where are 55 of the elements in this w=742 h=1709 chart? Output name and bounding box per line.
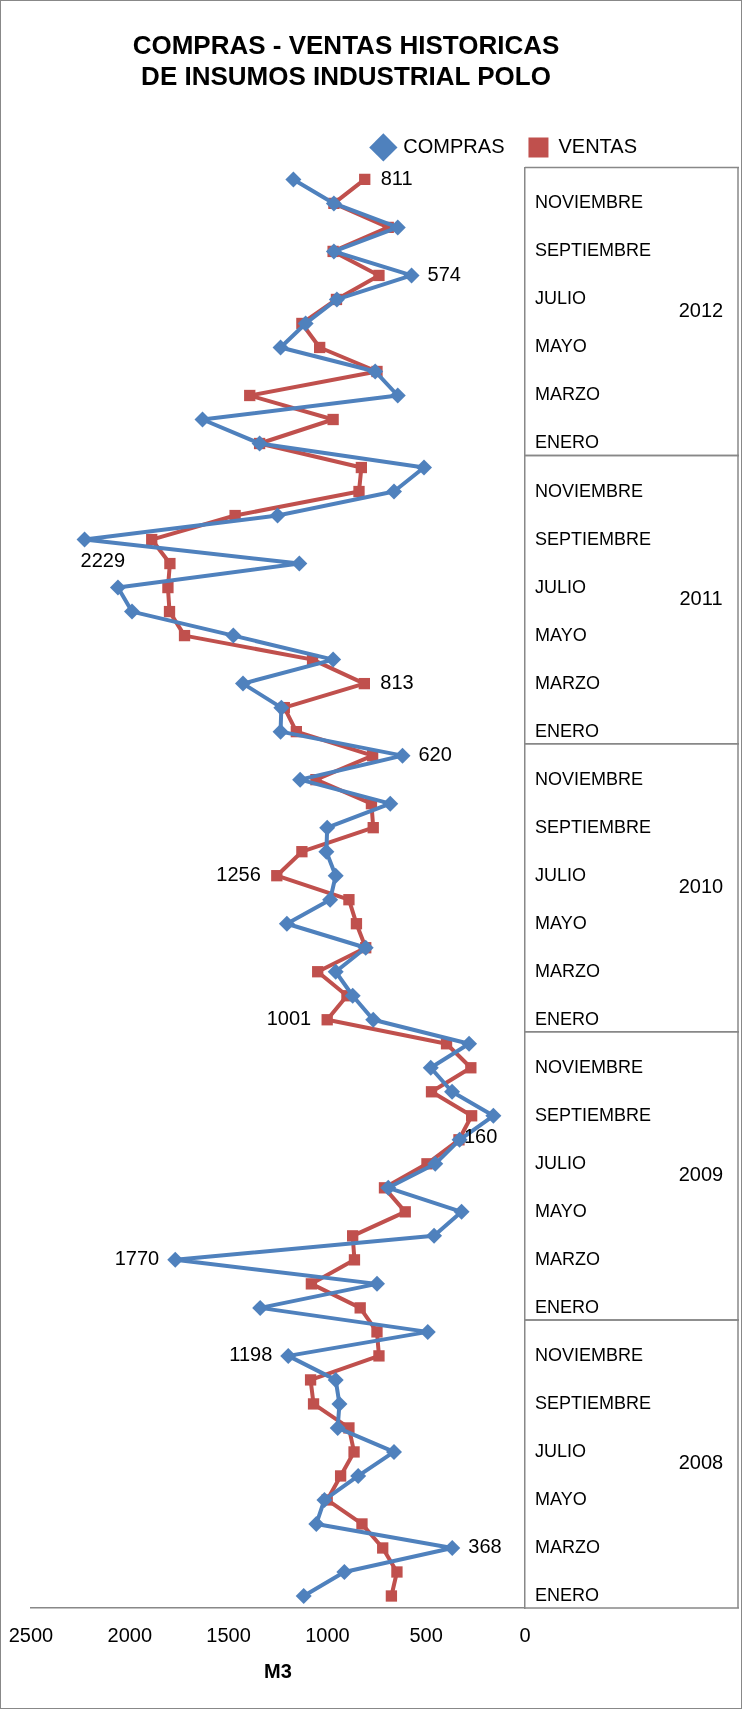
y-tick-label: NOVIEMBRE <box>534 1344 644 1365</box>
text: 2009 <box>678 1163 724 1186</box>
x-tick-label: 500 <box>409 1623 443 1646</box>
y-tick-label: MARZO <box>534 384 600 405</box>
y-tick-label: MAYO <box>534 1488 587 1509</box>
x-tick-label: 1500 <box>206 1623 251 1646</box>
y-tick-label: NOVIEMBRE <box>534 480 644 501</box>
y-tick-label: SEPTIEMBRE <box>534 1392 652 1413</box>
legend-label: VENTAS <box>558 134 638 157</box>
y-tick-label: MAYO <box>534 336 587 357</box>
data-label: 368 <box>468 1535 502 1558</box>
x-tick-label: 1000 <box>305 1623 350 1646</box>
data-label: 2229 <box>80 549 126 572</box>
legend-label: COMPRAS <box>403 134 505 157</box>
y-tick-label: MARZO <box>534 1536 600 1557</box>
text: 2008 <box>678 1451 724 1474</box>
y-tick-label: JULIO <box>534 1440 586 1461</box>
x-tick-label: 0 <box>519 1623 531 1646</box>
y-tick-label: MAYO <box>534 624 587 645</box>
y-tick-label: MARZO <box>534 672 600 693</box>
y-tick-label: NOVIEMBRE <box>534 192 644 213</box>
x-axis-title: M3 <box>264 1659 292 1682</box>
y-tick-label: SEPTIEMBRE <box>534 1104 652 1125</box>
data-label: 1001 <box>266 1007 312 1030</box>
data-label: 811 <box>380 166 413 189</box>
y-tick-label: SEPTIEMBRE <box>534 816 652 837</box>
y-tick-label: MAYO <box>534 1200 587 1221</box>
y-tick-label: NOVIEMBRE <box>534 1056 644 1077</box>
y-tick-label: JULIO <box>534 864 586 885</box>
data-label: 1198 <box>229 1343 273 1366</box>
y-tick-label: MARZO <box>534 960 600 981</box>
data-label: 813 <box>380 671 414 694</box>
text: 2011 <box>679 587 723 610</box>
data-label: 1256 <box>216 863 261 886</box>
chart-title: COMPRAS - VENTAS HISTORICAS DE INSUMOS INDUSTRIAL POLO <box>132 29 560 91</box>
y-tick-label: SEPTIEMBRE <box>534 240 652 261</box>
y-tick-label: ENERO <box>534 1008 599 1029</box>
y-tick-label: ENERO <box>534 1584 599 1605</box>
y-tick-label: ENERO <box>534 432 599 453</box>
x-tick-label: 2000 <box>107 1623 153 1646</box>
y-tick-label: SEPTIEMBRE <box>534 528 652 549</box>
y-tick-label: MAYO <box>534 912 587 933</box>
text: 2010 <box>678 875 724 898</box>
data-label: 620 <box>418 743 452 766</box>
y-tick-label: ENERO <box>534 1296 599 1317</box>
y-tick-label: NOVIEMBRE <box>534 768 644 789</box>
x-tick-label: 2500 <box>8 1623 54 1646</box>
y-tick-label: JULIO <box>534 288 586 309</box>
y-tick-label: MARZO <box>534 1248 600 1269</box>
data-label: 574 <box>427 262 461 285</box>
data-label: 1770 <box>114 1247 160 1270</box>
text: 2012 <box>678 298 724 321</box>
y-tick-label: JULIO <box>534 576 586 597</box>
y-tick-label: ENERO <box>534 720 599 741</box>
y-tick-label: JULIO <box>534 1152 586 1173</box>
